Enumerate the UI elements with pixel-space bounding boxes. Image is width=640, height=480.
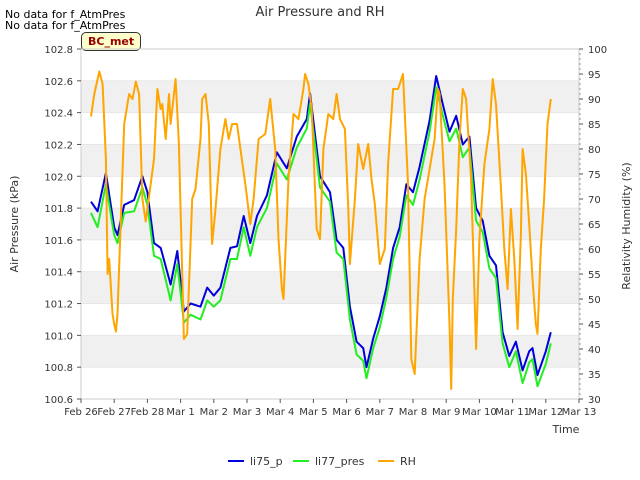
y-tick-label: 102.0: [44, 172, 73, 183]
x-tick-label: Feb 26: [64, 407, 98, 418]
y2-tick-label: 90: [588, 95, 601, 106]
y2-tick-label: 85: [588, 120, 601, 131]
y-tick-label: 100.8: [44, 363, 73, 374]
grid-band: [81, 208, 579, 240]
y2-tick-label: 60: [588, 245, 601, 256]
no-data-note: No data for f_AtmPres: [5, 19, 126, 32]
y-tick-label: 102.8: [44, 45, 73, 56]
grid-band: [81, 271, 579, 304]
y2-tick-label: 40: [588, 345, 601, 356]
x-tick-label: Mar 4: [266, 407, 294, 418]
series-lines: [90, 70, 552, 390]
legend-label: li75_p: [250, 455, 283, 468]
legend-label: li77_pres: [315, 455, 365, 468]
x-tick-label: Mar 1: [166, 407, 194, 418]
y2-tick-label: 50: [588, 295, 601, 306]
y-tick-label: 101.4: [44, 268, 73, 279]
station-badge: BC_met: [81, 32, 142, 51]
x-axis: Feb 26 Feb 27 Feb 28 Mar 1 Mar 2 Mar 3 Mar 4 Ma…: [64, 399, 596, 418]
legend-item-li77-pres: li77_pres: [293, 455, 365, 468]
y2-tick-label: 100: [588, 45, 607, 56]
y2-tick-label: 45: [588, 320, 601, 331]
y-axis-left: 100.6 100.8 101.0 101.2 101.4 101.6 101.8 102.0…: [44, 45, 81, 406]
y2-tick-label: 80: [588, 145, 601, 156]
series-line-li75-p: [90, 75, 552, 377]
y-tick-label: 102.6: [44, 77, 73, 88]
x-tick-label: Mar 3: [233, 407, 261, 418]
x-tick-label: Mar 2: [200, 407, 228, 418]
legend-label: RH: [400, 455, 416, 468]
grid-band: [81, 335, 579, 368]
x-tick-label: Mar 12: [528, 407, 563, 418]
y2-tick-label: 65: [588, 220, 601, 231]
x-tick-label: Mar 7: [366, 407, 394, 418]
y-tick-label: 102.4: [44, 109, 73, 120]
y2-tick-label: 55: [588, 270, 601, 281]
x-tick-label: Mar 8: [399, 407, 427, 418]
y-tick-label: 101.6: [44, 236, 73, 247]
y2-tick-label: 30: [588, 395, 601, 406]
y-tick-label: 101.8: [44, 204, 73, 215]
x-tick-label: Mar 5: [299, 407, 327, 418]
x-tick-label: Mar 13: [562, 407, 597, 418]
y-tick-label: 101.2: [44, 300, 73, 311]
legend-item-li75-p: li75_p: [228, 455, 283, 468]
y-tick-label: 102.2: [44, 140, 73, 151]
x-tick-label: Feb 28: [131, 407, 165, 418]
x-tick-label: Mar 11: [495, 407, 530, 418]
y2-axis-label: Relativity Humidity (%): [620, 162, 633, 289]
x-tick-label: Mar 9: [432, 407, 460, 418]
no-data-note: No data for f_AtmPres: [5, 8, 126, 21]
series-line-li77-pres: [90, 86, 552, 388]
y-axis-right: 30 35 40 45 50 55 60 65 70 75 80 85 90 95 100: [579, 45, 607, 406]
series-line-rh: [90, 70, 552, 390]
y2-tick-label: 75: [588, 170, 601, 181]
y-axis-label: Air Pressure (kPa): [8, 176, 21, 273]
legend-item-rh: RH: [378, 455, 416, 468]
x-tick-label: Feb 27: [97, 407, 131, 418]
chart-title: Air Pressure and RH: [255, 5, 384, 20]
legend: li75_p li77_pres RH: [228, 455, 416, 468]
y-tick-label: 101.0: [44, 331, 73, 342]
y2-tick-label: 35: [588, 370, 601, 381]
y2-tick-label: 70: [588, 195, 601, 206]
y-tick-label: 100.6: [44, 395, 73, 406]
background-bands: [81, 80, 579, 400]
x-tick-label: Mar 10: [462, 407, 497, 418]
y2-tick-label: 95: [588, 70, 601, 81]
grid-band: [81, 144, 579, 177]
x-tick-label: Mar 6: [332, 407, 360, 418]
x-axis-label: Time: [552, 423, 580, 436]
